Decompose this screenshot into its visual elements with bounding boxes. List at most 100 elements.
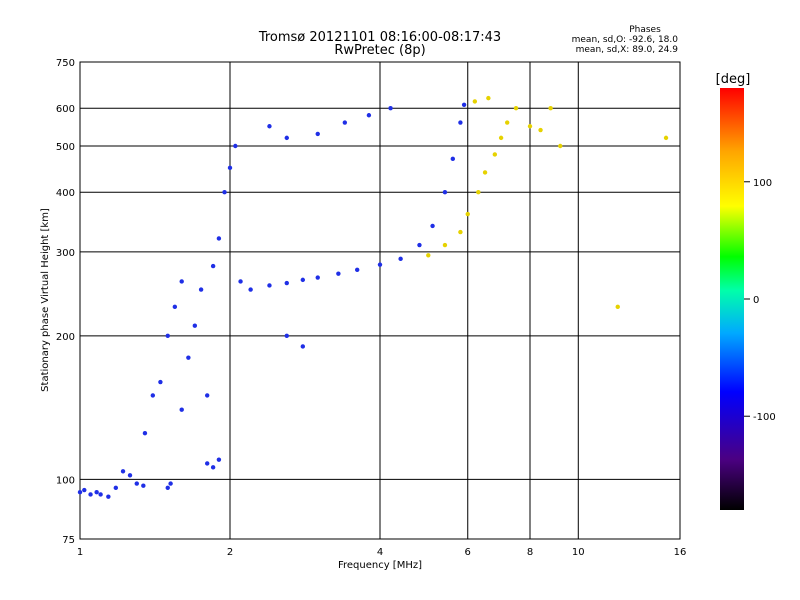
data-point xyxy=(216,457,222,462)
phase-stats-header: Phases xyxy=(629,25,661,35)
data-point xyxy=(227,165,233,171)
data-point xyxy=(233,143,238,149)
data-point xyxy=(472,99,478,104)
data-point xyxy=(398,256,403,262)
data-point xyxy=(216,236,222,241)
y-tick-label: 100 xyxy=(56,475,75,486)
data-point xyxy=(186,355,191,360)
y-tick-label: 200 xyxy=(56,332,75,343)
data-point xyxy=(548,106,553,111)
chart-subtitle: RwPretec (8p) xyxy=(334,43,425,58)
data-point xyxy=(248,287,253,292)
y-tick-label: 400 xyxy=(56,188,75,199)
data-point xyxy=(210,465,216,470)
x-tick-label: 4 xyxy=(377,547,383,558)
data-point xyxy=(204,461,210,466)
data-point xyxy=(179,407,184,412)
data-point xyxy=(513,106,519,111)
data-point xyxy=(663,135,669,141)
data-point xyxy=(336,271,341,276)
data-point xyxy=(426,253,431,258)
data-point xyxy=(77,490,83,495)
data-point xyxy=(98,492,103,497)
phase-stats-o: mean, sd,O: -92.6, 18.0 xyxy=(572,35,679,45)
data-point xyxy=(615,304,620,310)
data-point xyxy=(165,333,170,339)
data-point xyxy=(172,304,178,310)
data-point xyxy=(442,190,448,195)
data-point xyxy=(498,135,504,141)
data-point xyxy=(417,242,422,248)
x-tick-label: 10 xyxy=(572,547,585,558)
data-point xyxy=(461,102,467,108)
phase-stats-x: mean, sd,X: 89.0, 24.9 xyxy=(576,45,679,55)
colorbar-tick-label: -100 xyxy=(753,412,776,423)
data-point xyxy=(158,379,163,385)
data-point xyxy=(458,120,463,125)
data-point xyxy=(315,275,320,280)
data-point xyxy=(538,127,543,133)
data-point xyxy=(465,211,470,217)
y-tick-label: 600 xyxy=(56,104,75,115)
x-axis-label: Frequency [MHz] xyxy=(338,560,422,571)
data-point xyxy=(204,393,210,398)
y-tick-label: 750 xyxy=(56,58,75,69)
data-point xyxy=(284,333,289,339)
x-tick-label: 2 xyxy=(227,547,233,558)
data-point xyxy=(300,277,306,283)
data-point xyxy=(165,485,170,491)
data-point xyxy=(486,95,491,101)
data-point xyxy=(106,494,111,499)
data-point xyxy=(127,473,133,478)
colorbar-label: [deg] xyxy=(716,72,751,87)
data-point xyxy=(141,483,146,488)
data-point xyxy=(168,481,173,486)
data-point xyxy=(238,279,243,284)
data-point xyxy=(94,490,99,495)
data-point xyxy=(142,430,148,436)
data-point xyxy=(179,279,184,284)
data-point xyxy=(527,124,533,129)
y-tick-label: 300 xyxy=(56,248,75,259)
data-point xyxy=(458,229,463,235)
data-point xyxy=(82,487,87,493)
plot-area: 1 2 4 6 8 10 16 75 100 200 300 400 500 600 750 xyxy=(56,58,686,558)
data-point xyxy=(267,283,272,288)
y-axis-ticks: 75 100 200 300 400 500 600 750 xyxy=(56,58,75,546)
data-point xyxy=(222,190,227,195)
data-point xyxy=(377,262,383,267)
data-point xyxy=(210,263,216,269)
colorbar-tick-label: 0 xyxy=(753,295,759,306)
data-point xyxy=(315,131,320,137)
chart-title: Tromsø 20121101 08:16:00-08:17:43 xyxy=(258,30,501,45)
data-points xyxy=(77,95,669,499)
data-point xyxy=(342,120,348,125)
data-point xyxy=(267,124,272,129)
colorbar-gradient xyxy=(720,88,744,510)
data-point xyxy=(192,323,198,328)
data-point xyxy=(476,190,481,195)
x-tick-label: 8 xyxy=(527,547,533,558)
x-tick-label: 16 xyxy=(674,547,687,558)
data-point xyxy=(388,106,393,111)
data-point xyxy=(354,267,360,273)
data-point xyxy=(504,120,510,125)
x-axis-ticks: 1 2 4 6 8 10 16 xyxy=(77,547,687,558)
data-point xyxy=(284,280,289,286)
y-tick-label: 500 xyxy=(56,142,75,153)
data-point xyxy=(198,287,204,292)
data-point xyxy=(430,223,435,229)
data-point xyxy=(88,492,93,497)
data-point xyxy=(120,469,126,474)
colorbar-tick-label: 100 xyxy=(753,178,772,189)
x-tick-label: 1 xyxy=(77,547,83,558)
data-point xyxy=(300,344,306,349)
data-point xyxy=(558,143,563,149)
y-tick-label: 75 xyxy=(62,535,75,546)
data-point xyxy=(284,135,289,141)
data-point xyxy=(150,393,156,398)
y-axis-label: Stationary phase Virtual Height [km] xyxy=(40,208,51,392)
grid-lines xyxy=(80,62,680,539)
colorbar: [deg] 100 0 -100 xyxy=(716,72,776,510)
